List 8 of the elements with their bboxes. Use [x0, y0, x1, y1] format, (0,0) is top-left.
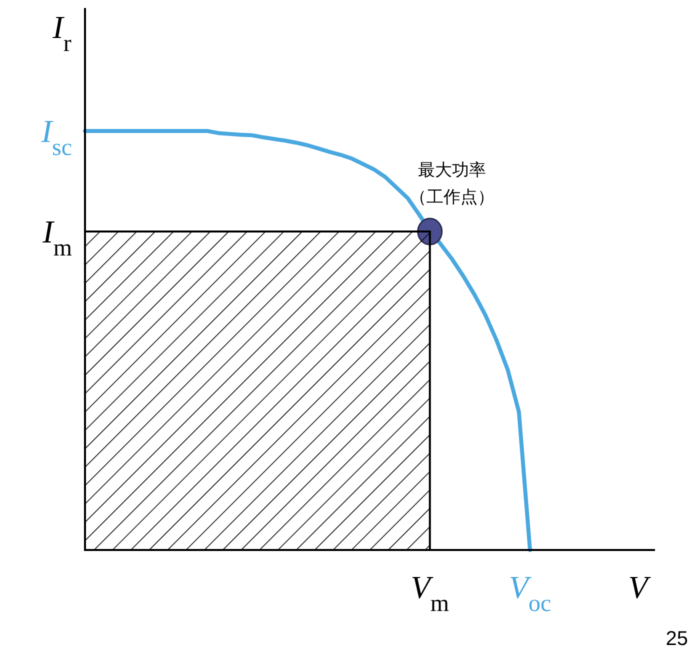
text: I$_{sc}$ — [40, 113, 72, 161]
x-tick-label: V$_{oc}$ — [508, 569, 552, 617]
text: I$_{m}$ — [42, 214, 72, 262]
x-tick-label: V$_{m}$ — [410, 569, 450, 617]
annotation: 最大功率（工作点） — [409, 160, 494, 208]
x-axis-title: V — [628, 569, 652, 605]
y-axis-title: I$_{r}$ — [52, 9, 72, 57]
text: 25 — [666, 628, 688, 650]
